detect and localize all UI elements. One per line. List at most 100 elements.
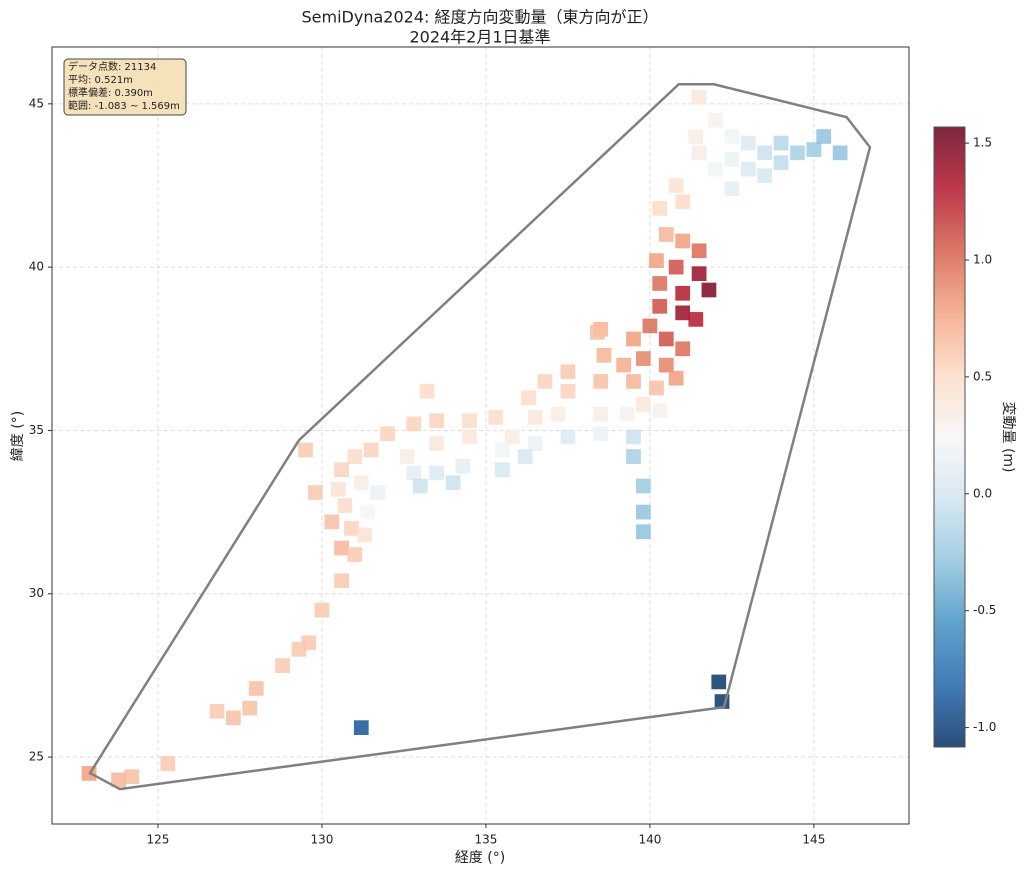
data-point: [626, 331, 641, 347]
colorbar-tick-label: 1.5: [973, 136, 992, 150]
colorbar-tick-label: 1.0: [973, 253, 992, 267]
data-point: [773, 155, 789, 170]
data-point: [619, 406, 635, 422]
chart-title: SemiDyna2024: 経度方向変動量（東方向が正）: [302, 8, 659, 27]
data-point: [616, 357, 632, 373]
data-point: [675, 194, 691, 210]
data-point: [593, 374, 609, 389]
data-point: [757, 168, 773, 184]
data-point: [462, 413, 477, 428]
data-point: [334, 573, 349, 589]
y-axis-label: 緯度 (°): [10, 411, 26, 461]
x-tick-label: 135: [474, 833, 497, 847]
data-point: [517, 449, 533, 464]
x-tick-label: 125: [146, 833, 169, 847]
data-point: [773, 135, 789, 151]
data-point: [363, 442, 379, 458]
hull-outline: [88, 82, 872, 791]
data-point: [668, 370, 684, 386]
data-point: [209, 703, 225, 719]
data-point: [124, 769, 140, 784]
data-point: [275, 658, 290, 673]
data-point: [380, 426, 395, 442]
data-point: [406, 416, 422, 432]
x-tick-label: 130: [310, 833, 333, 847]
data-point: [626, 449, 641, 464]
y-tick-label: 30: [29, 586, 44, 600]
data-point: [560, 429, 576, 445]
data-point: [445, 475, 461, 491]
data-point: [688, 129, 704, 144]
data-point: [668, 259, 684, 275]
data-point: [740, 135, 756, 151]
data-point: [658, 331, 674, 347]
data-point: [111, 772, 126, 788]
data-point: [708, 161, 723, 177]
data-point: [691, 89, 707, 105]
data-point: [790, 145, 805, 161]
data-point: [353, 720, 369, 735]
data-point: [675, 305, 691, 321]
data-point: [504, 429, 520, 445]
data-point: [635, 504, 651, 520]
data-point: [225, 710, 241, 726]
data-point: [740, 161, 756, 177]
data-point: [242, 700, 258, 716]
data-point: [658, 357, 674, 373]
data-point: [635, 351, 651, 366]
data-point: [419, 383, 435, 399]
data-point: [668, 178, 684, 193]
data-point: [724, 181, 740, 197]
data-point: [691, 266, 707, 282]
x-axis-label: 経度 (°): [455, 850, 505, 866]
data-point: [370, 485, 386, 500]
data-point: [675, 285, 691, 301]
data-point: [593, 426, 609, 442]
colorbar-label: 変動量 (m): [1000, 401, 1017, 472]
stats-text: 範囲: -1.083 ~ 1.569m: [68, 99, 180, 112]
data-point: [652, 403, 668, 419]
data-point: [560, 364, 576, 379]
data-point: [406, 465, 422, 481]
data-point: [527, 436, 543, 451]
data-point: [488, 410, 504, 425]
data-point: [652, 298, 668, 314]
data-point: [688, 312, 704, 327]
y-tick-label: 35: [29, 423, 44, 437]
x-tick-label: 140: [638, 833, 661, 847]
data-point: [429, 436, 445, 451]
stats-text: 平均: 0.521m: [68, 74, 133, 86]
stats-text: 標準偏差: 0.390m: [68, 86, 153, 99]
data-point: [537, 374, 553, 389]
data-point: [298, 442, 313, 458]
x-tick-label: 145: [802, 833, 825, 847]
data-point: [550, 406, 566, 422]
colorbar-tick-label: 0.5: [973, 369, 992, 383]
chart-subtitle: 2024年2月1日基準: [409, 28, 550, 47]
data-point: [691, 145, 707, 161]
data-point: [635, 396, 651, 412]
data-point: [652, 276, 668, 291]
colorbar-tick-label: -0.5: [973, 603, 996, 617]
data-point: [455, 459, 471, 474]
data-point: [626, 429, 641, 445]
data-point: [658, 227, 674, 242]
data-point: [412, 478, 428, 494]
data-point: [248, 681, 264, 696]
data-point: [649, 253, 664, 268]
y-tick-label: 25: [29, 750, 44, 764]
y-tick-label: 45: [29, 96, 44, 110]
data-point: [675, 341, 691, 357]
data-point: [635, 478, 651, 494]
data-point: [360, 504, 376, 520]
data-point: [652, 200, 668, 216]
data-point: [593, 406, 609, 422]
data-point: [334, 462, 349, 477]
data-point: [334, 540, 349, 556]
data-point: [701, 282, 717, 298]
data-point: [357, 527, 372, 543]
data-point: [649, 380, 664, 396]
data-point: [724, 152, 740, 167]
data-point: [494, 462, 510, 477]
data-point: [711, 674, 727, 690]
